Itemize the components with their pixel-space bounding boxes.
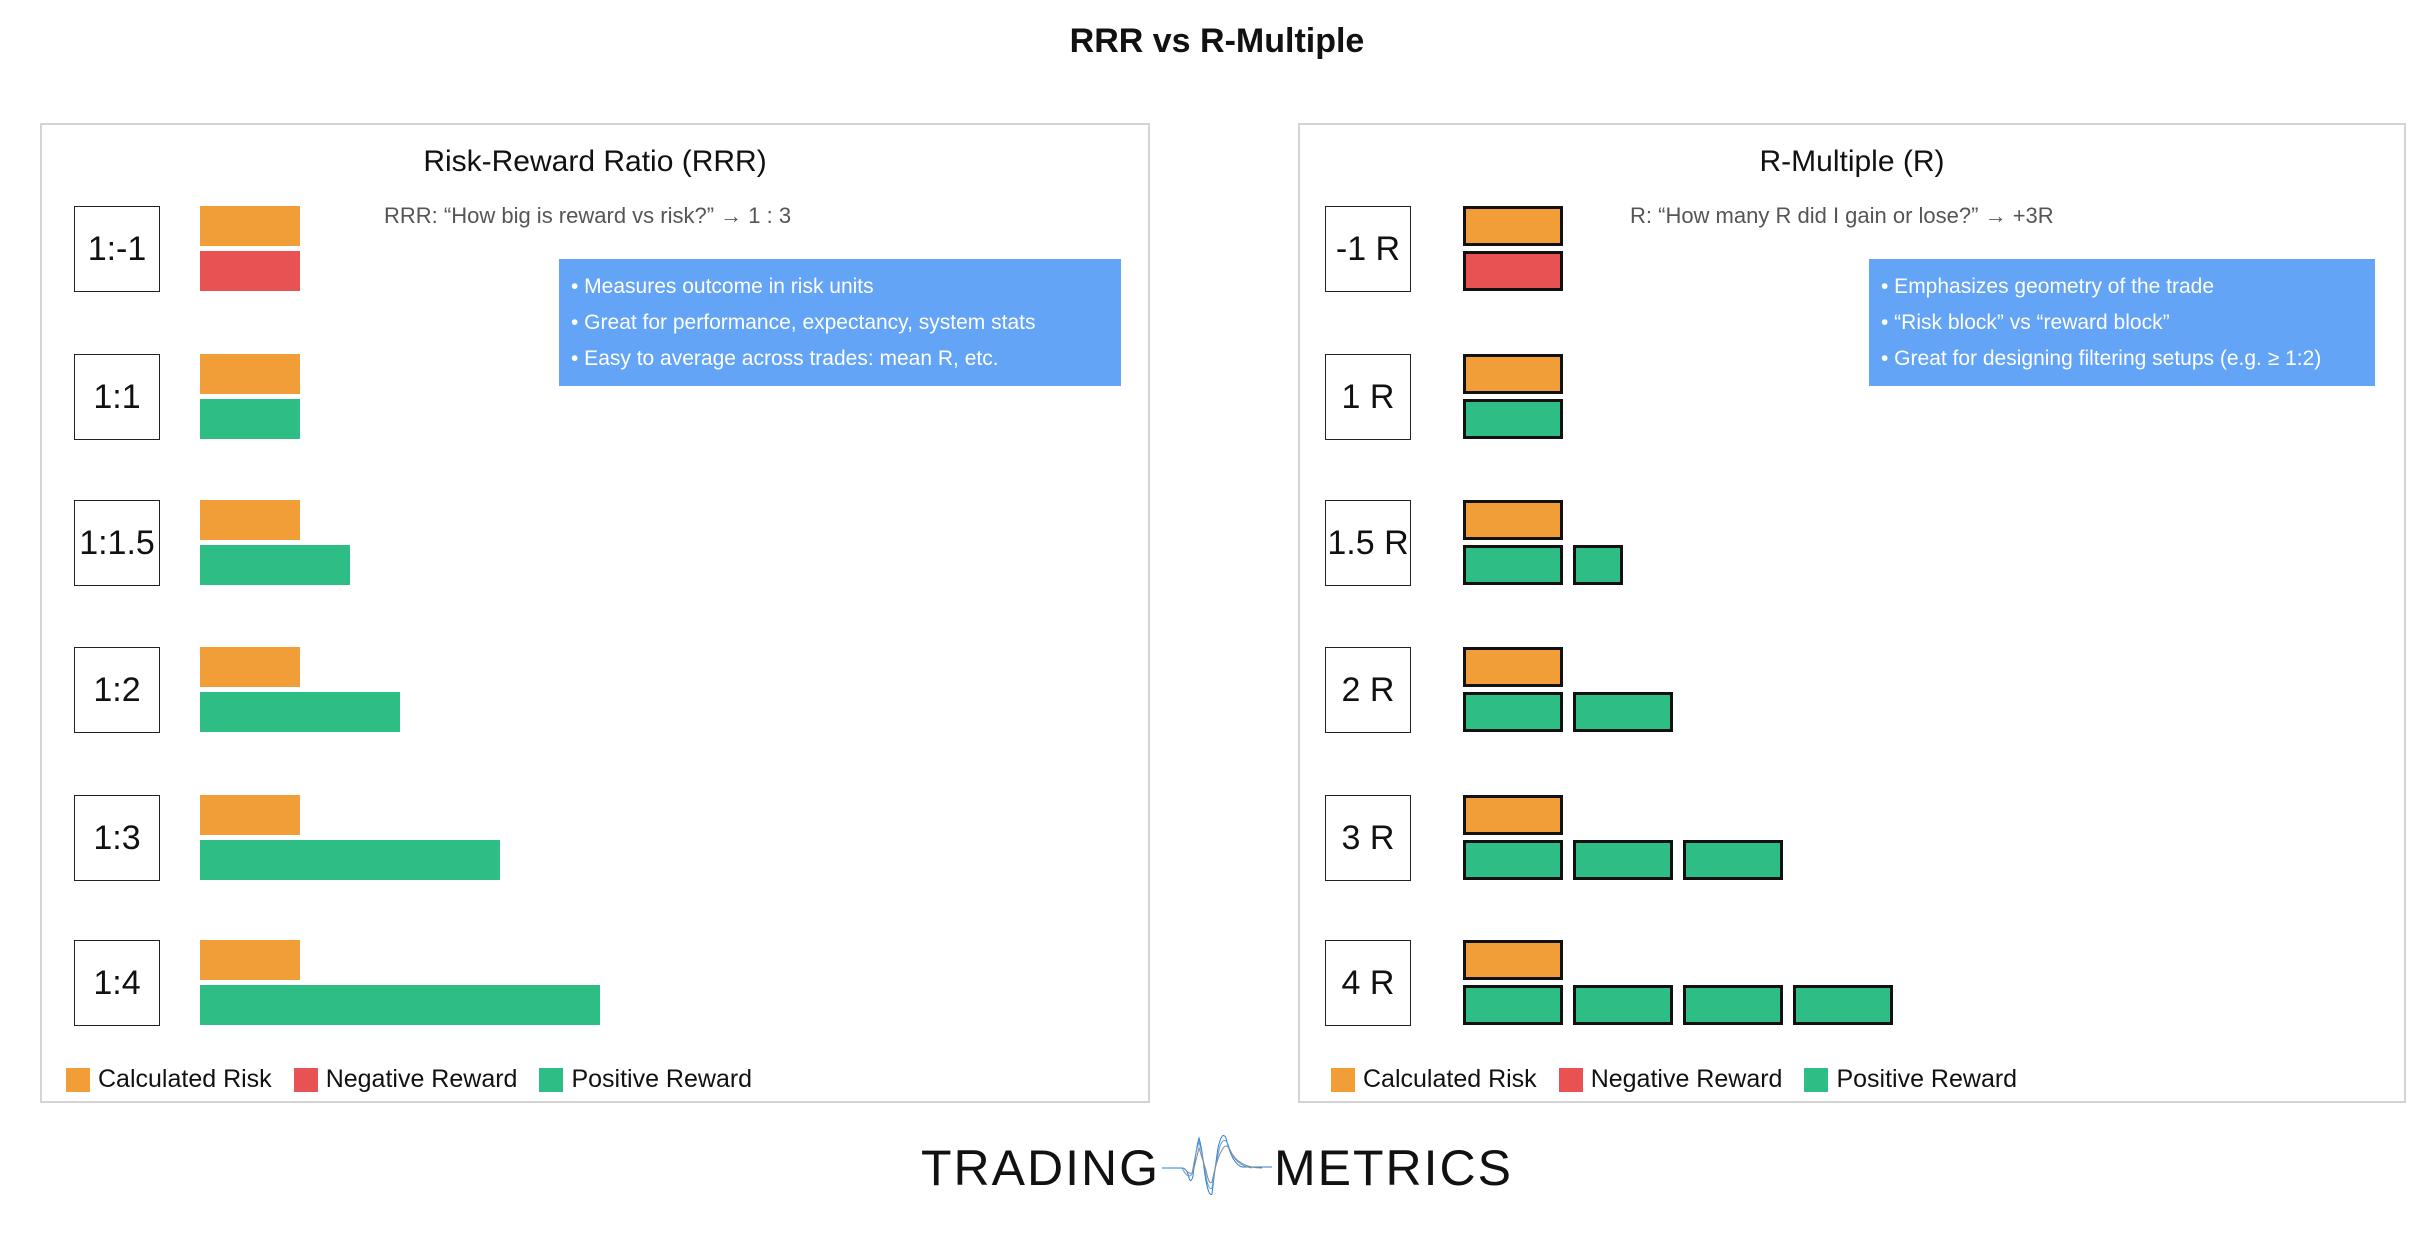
positive-reward-block — [1463, 840, 1563, 880]
risk-bar — [1463, 500, 1563, 540]
positive-reward-block — [1793, 985, 1893, 1025]
legend-swatch — [66, 1067, 90, 1092]
negative-reward-block — [1463, 251, 1563, 291]
ratio-label: 1:2 — [74, 647, 160, 733]
legend-label: Calculated Risk — [98, 1065, 272, 1093]
row-3R: 3 R — [1300, 795, 2404, 881]
ratio-label: 1:4 — [74, 940, 160, 1026]
note-item: • Easy to average across trades: mean R,… — [571, 347, 999, 370]
row-12: 1:2 — [42, 647, 1148, 733]
panel-title: Risk-Reward Ratio (RRR) — [423, 145, 767, 178]
row-2R: 2 R — [1300, 647, 2404, 733]
positive-reward-block — [1683, 985, 1783, 1025]
risk-bar — [200, 647, 300, 687]
legend: Calculated Risk Negative Reward Positive… — [1331, 1065, 2039, 1094]
rrr-panel: Risk-Reward Ratio (RRR) RRR: “How big is… — [40, 123, 1150, 1103]
positive-reward-bar — [200, 692, 400, 732]
positive-reward-bar — [200, 985, 600, 1025]
legend-item-positive: Positive Reward — [539, 1065, 752, 1094]
r-multiple-panel: R-Multiple (R) R: “How many R did I gain… — [1298, 123, 2406, 1103]
ratio-label: 1.5 R — [1325, 500, 1411, 586]
note-item: • Emphasizes geometry of the trade — [1881, 275, 2215, 298]
legend-swatch — [1804, 1067, 1829, 1092]
legend: Calculated Risk Negative Reward Positive… — [66, 1065, 774, 1094]
positive-reward-bar — [200, 399, 300, 439]
positive-reward-block — [1573, 840, 1673, 880]
waveform-icon — [1162, 1135, 1272, 1195]
row--1R: -1 R — [1300, 206, 2404, 292]
ratio-label: 1 R — [1325, 354, 1411, 440]
risk-bar — [1463, 354, 1563, 394]
ratio-label: 2 R — [1325, 647, 1411, 733]
legend-swatch — [1558, 1067, 1583, 1092]
logo-text-left: TRADING — [921, 1140, 1160, 1196]
ratio-label: 1:-1 — [74, 206, 160, 292]
risk-bar — [200, 354, 300, 394]
legend-swatch — [539, 1067, 564, 1092]
legend-swatch — [293, 1067, 318, 1092]
legend-item-negative: Negative Reward — [1558, 1065, 1783, 1094]
note-item: • Great for designing filtering setups (… — [1881, 347, 2322, 370]
main-title: RRR vs R-Multiple — [1069, 22, 1365, 60]
positive-reward-block — [1463, 692, 1563, 732]
question-text: R: “How many R did I gain or lose?” → +3… — [1630, 203, 2054, 228]
ratio-label: -1 R — [1325, 206, 1411, 292]
risk-bar — [1463, 940, 1563, 980]
legend-label: Positive Reward — [1836, 1065, 2018, 1093]
row-1R: 1 R — [1300, 354, 2404, 440]
positive-reward-block — [1463, 985, 1563, 1025]
row-14: 1:4 — [42, 940, 1148, 1026]
note-item: • Great for performance, expectancy, sys… — [571, 311, 1036, 334]
row-11-5: 1:1.5 — [42, 500, 1148, 586]
ratio-label: 4 R — [1325, 940, 1411, 1026]
trading-metrics-logo: TRADING METRICS — [0, 1128, 2434, 1208]
positive-reward-bar — [200, 545, 350, 585]
note-item: • Measures outcome in risk units — [571, 275, 874, 298]
row-11: 1:1 — [42, 354, 1148, 440]
risk-bar — [1463, 647, 1563, 687]
risk-bar — [200, 500, 300, 540]
legend-item-negative: Negative Reward — [293, 1065, 518, 1094]
logo-text-right: METRICS — [1274, 1140, 1513, 1196]
ratio-label: 1:3 — [74, 795, 160, 881]
row-1-1: 1:-1 — [42, 206, 1148, 292]
risk-bar — [1463, 206, 1563, 246]
negative-reward-bar — [200, 251, 300, 291]
legend-label: Calculated Risk — [1363, 1065, 1537, 1093]
legend-label: Negative Reward — [325, 1065, 518, 1093]
positive-reward-block — [1573, 692, 1673, 732]
risk-bar — [200, 795, 300, 835]
ratio-label: 3 R — [1325, 795, 1411, 881]
legend-item-risk: Calculated Risk — [66, 1065, 272, 1094]
row-1-5R: 1.5 R — [1300, 500, 2404, 586]
positive-reward-block — [1683, 840, 1783, 880]
risk-bar — [1463, 795, 1563, 835]
panel-title: R-Multiple (R) — [1759, 145, 1945, 178]
notes-box: • Emphasizes geometry of the trade • “Ri… — [1869, 259, 2375, 386]
legend-item-positive: Positive Reward — [1804, 1065, 2017, 1094]
notes-box: • Measures outcome in risk units • Great… — [559, 259, 1121, 386]
ratio-label: 1:1.5 — [74, 500, 160, 586]
row-4R: 4 R — [1300, 940, 2404, 1026]
row-13: 1:3 — [42, 795, 1148, 881]
positive-reward-bar — [200, 840, 500, 880]
positive-reward-block — [1573, 985, 1673, 1025]
positive-reward-block — [1463, 545, 1563, 585]
ratio-label: 1:1 — [74, 354, 160, 440]
legend-item-risk: Calculated Risk — [1331, 1065, 1537, 1094]
note-item: • “Risk block” vs “reward block” — [1881, 311, 2170, 334]
positive-reward-block — [1463, 399, 1563, 439]
question-text: RRR: “How big is reward vs risk?” → 1 : … — [384, 203, 792, 228]
risk-bar — [200, 940, 300, 980]
legend-label: Negative Reward — [1590, 1065, 1783, 1093]
positive-reward-block — [1573, 545, 1623, 585]
legend-swatch — [1331, 1067, 1355, 1092]
risk-bar — [200, 206, 300, 246]
legend-label: Positive Reward — [571, 1065, 753, 1093]
